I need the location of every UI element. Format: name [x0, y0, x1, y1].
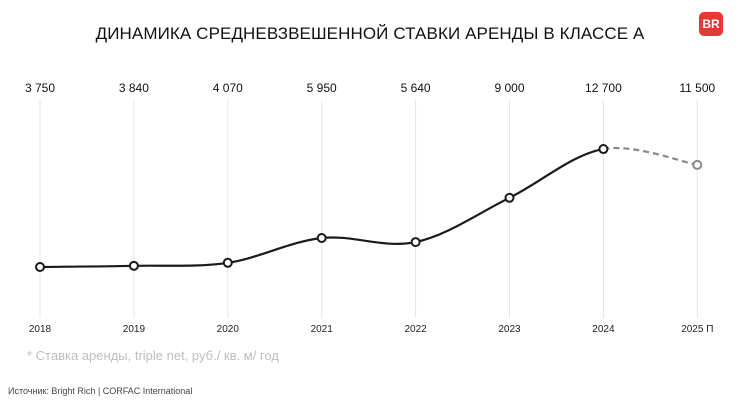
data-point [128, 260, 139, 271]
x-tick-label: 2019 [123, 324, 146, 335]
chart-title: ДИНАМИКА СРЕДНЕВЗВЕШЕННОЙ СТАВКИ АРЕНДЫ … [95, 24, 645, 43]
x-tick-label: 2018 [29, 324, 52, 335]
value-label: 9 000 [494, 81, 524, 95]
value-label: 3 750 [25, 81, 55, 95]
value-label: 12 700 [585, 81, 622, 95]
data-point [222, 257, 233, 268]
data-point [504, 192, 515, 203]
units-note: * Ставка аренды, triple net, руб./ кв. м… [27, 348, 279, 363]
value-label: 5 640 [401, 81, 431, 95]
data-point [316, 233, 327, 244]
forecast-line [603, 146, 698, 166]
data-point [35, 262, 45, 272]
source-text: Источник: Bright Rich | CORFAC Internati… [8, 386, 193, 396]
value-label: 11 500 [679, 81, 715, 95]
value-label: 5 950 [307, 81, 337, 95]
value-label: 4 070 [213, 81, 243, 95]
x-tick-label: 2024 [592, 324, 615, 335]
x-tick-label: 2025 П [681, 324, 713, 335]
data-point [692, 159, 703, 170]
value-label: 3 840 [119, 81, 149, 95]
x-tick-label: 2021 [311, 324, 334, 335]
x-tick-label: 2020 [217, 324, 240, 335]
x-tick-label: 2022 [404, 324, 427, 335]
brand-logo: BR [699, 12, 723, 36]
data-point [598, 144, 609, 155]
data-point [410, 237, 421, 248]
x-tick-label: 2023 [498, 324, 521, 335]
